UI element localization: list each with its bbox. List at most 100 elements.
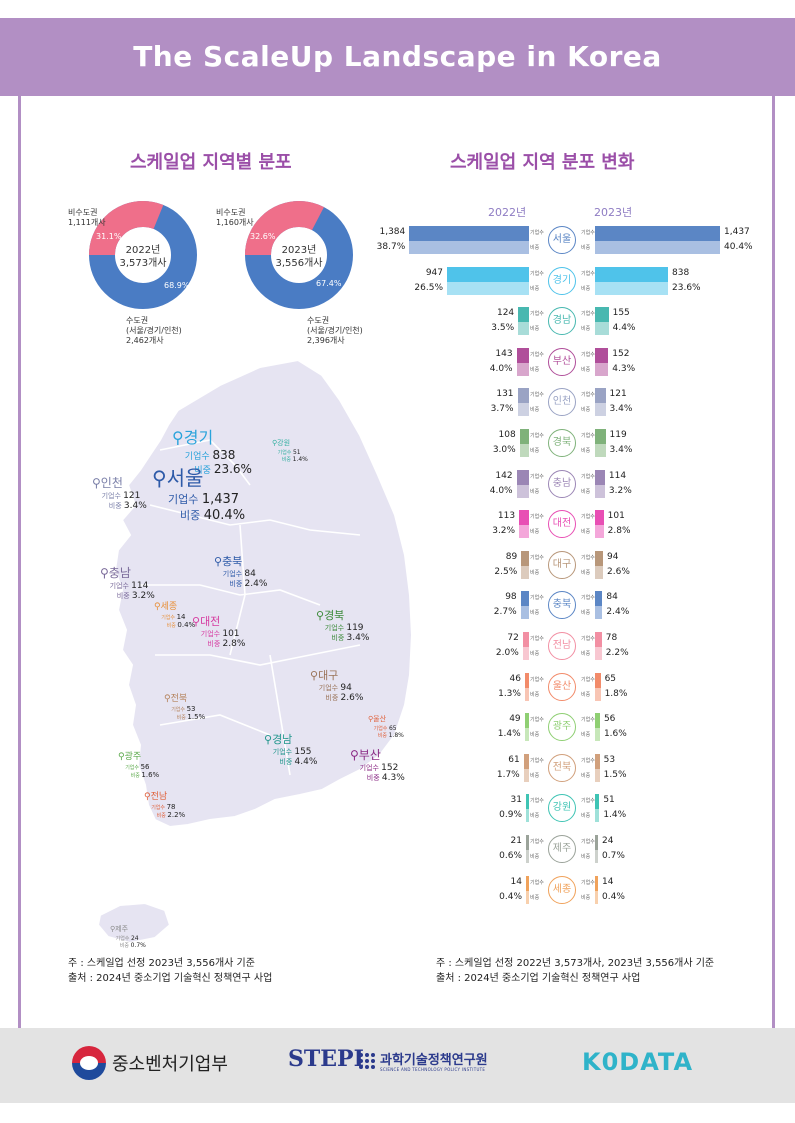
bar-2022-count <box>519 429 529 444</box>
map-share-value: 3.4% <box>123 501 147 511</box>
share-2023-value: 3.4% <box>609 445 633 455</box>
region-badge: 대구 <box>548 550 576 579</box>
count-2023-value: 101 <box>607 511 625 522</box>
map-count-value: 155 <box>294 747 312 757</box>
map-marker: ⚲대전 기업수 101 비중 2.8% <box>192 610 245 649</box>
map-share-label: 비중 <box>331 634 347 642</box>
year-2022-header: 2022년 <box>488 206 527 219</box>
share-2023-value: 1.5% <box>603 769 627 780</box>
share-label-2023: 비중 <box>581 772 591 779</box>
map-region-name: 제주 <box>115 925 129 933</box>
map-marker: ⚲광주 기업수 56 비중 1.6% <box>118 744 159 779</box>
share-label-2022: 비중 <box>530 285 540 292</box>
map-count-line: 기업수 101 <box>192 629 245 639</box>
count-2023-value: 152 <box>612 348 630 359</box>
bar-2023-share <box>595 241 720 254</box>
share-2022-value: 3.2% <box>492 526 516 537</box>
map-share-label: 비중 <box>366 774 382 782</box>
map-share-label: 비중 <box>180 509 204 522</box>
map-share-line: 비중 3.4% <box>92 501 147 511</box>
share-label-2023: 비중 <box>581 285 591 292</box>
bar-2023-share <box>595 322 609 336</box>
right-note: 주 : 스케일업 선정 2022년 3,573개사, 2023년 3,556개사… <box>436 956 714 986</box>
count-2023-value: 94 <box>607 551 619 562</box>
count-label-2022: 기업수 <box>530 230 544 236</box>
count-label-2023: 기업수 <box>581 554 595 561</box>
region-badge: 경북 <box>548 429 576 457</box>
map-count-line: 기업수 1,437 <box>152 491 245 507</box>
map-marker: ⚲부산 기업수 152 비중 4.3% <box>350 744 405 783</box>
count-2022-value: 108 <box>498 430 516 440</box>
map-count-line: 기업수 114 <box>100 581 155 591</box>
map-count-label: 기업수 <box>184 452 213 462</box>
map-count-line: 기업수 94 <box>310 683 363 693</box>
bar-2022-count <box>526 794 529 810</box>
bar-2023-share <box>595 281 669 295</box>
location-pin-icon: ⚲ <box>316 609 325 622</box>
map-share-value: 1.5% <box>187 713 206 721</box>
map-region-name: 세종 <box>160 602 178 612</box>
count-label-2022: 기업수 <box>530 636 544 642</box>
bar-2022-count <box>522 632 529 647</box>
map-marker: ⚲충남 기업수 114 비중 3.2% <box>100 562 155 601</box>
bar-2022-count <box>516 469 529 485</box>
map-share-line: 비중 1.8% <box>368 732 404 739</box>
region-badge: 울산 <box>548 672 576 701</box>
right-note-line1: 주 : 스케일업 선정 2022년 3,573개사, 2023년 3,556개사… <box>436 958 715 969</box>
count-2023-value: 1,437 <box>724 227 750 237</box>
map-region-name: 인천 <box>100 476 123 490</box>
location-pin-icon: ⚲ <box>350 748 359 762</box>
bar-2022-count <box>409 226 529 241</box>
region-badge: 전북 <box>548 753 576 782</box>
map-count-label: 기업수 <box>200 630 223 638</box>
map-share-value: 4.3% <box>381 773 405 783</box>
count-2023-value: 838 <box>672 267 690 278</box>
map-count-value: 51 <box>292 449 301 456</box>
map-count-label: 기업수 <box>171 707 187 713</box>
map-share-value: 2.6% <box>340 693 364 703</box>
bar-2023-share <box>595 484 605 498</box>
location-pin-icon: ⚲ <box>272 439 278 447</box>
count-2023-value: 114 <box>608 470 627 481</box>
share-label-2023: 비중 <box>581 732 591 739</box>
bar-2022-count <box>524 672 529 688</box>
map-count-value: 119 <box>346 623 364 633</box>
bar-2022-count <box>517 388 529 404</box>
bar-2023-count <box>595 307 609 323</box>
mss-name: 중소벤처기업부 <box>112 1054 228 1075</box>
count-2023-value: 51 <box>603 795 615 806</box>
count-2023-value: 65 <box>604 673 617 684</box>
location-pin-icon: ⚲ <box>118 752 125 762</box>
map-region-name: 경북 <box>324 609 345 622</box>
map-share-line: 비중 40.4% <box>152 507 245 523</box>
bar-2023-share <box>595 362 609 376</box>
count-2023-value: 155 <box>612 308 630 319</box>
map-count-value: 152 <box>381 763 399 773</box>
count-2022-value: 61 <box>508 754 520 765</box>
bar-2022-count <box>523 753 529 769</box>
bar-2023-count <box>595 753 600 769</box>
map-marker: ⚲강원 기업수 51 비중 1.4% <box>272 430 308 463</box>
location-pin-icon: ⚲ <box>110 925 116 933</box>
count-label-2023: 기업수 <box>581 717 595 724</box>
map-share-label: 비중 <box>207 640 223 648</box>
map-share-value: 3.4% <box>346 633 370 643</box>
share-2023-value: 0.7% <box>602 851 625 861</box>
bar-2022-share <box>409 241 529 254</box>
map-count-label: 기업수 <box>359 764 382 772</box>
map-count-label: 기업수 <box>222 570 245 578</box>
map-count-value: 114 <box>131 581 149 591</box>
location-pin-icon: ⚲ <box>214 555 223 568</box>
region-badge: 전남 <box>548 632 576 660</box>
map-count-value: 94 <box>340 683 352 693</box>
map-marker: ⚲충북 기업수 84 비중 2.4% <box>214 550 267 589</box>
bar-2022-share <box>516 362 529 376</box>
region-badge: 인천 <box>548 388 576 417</box>
share-label-2023: 비중 <box>581 326 591 333</box>
count-2022-value: 31 <box>510 795 522 806</box>
bar-2022-share <box>526 850 529 863</box>
bar-2022-share <box>518 322 529 336</box>
map-count-label: 기업수 <box>161 615 177 621</box>
share-2022-value: 4.0% <box>489 363 513 374</box>
count-2022-value: 49 <box>509 714 521 725</box>
